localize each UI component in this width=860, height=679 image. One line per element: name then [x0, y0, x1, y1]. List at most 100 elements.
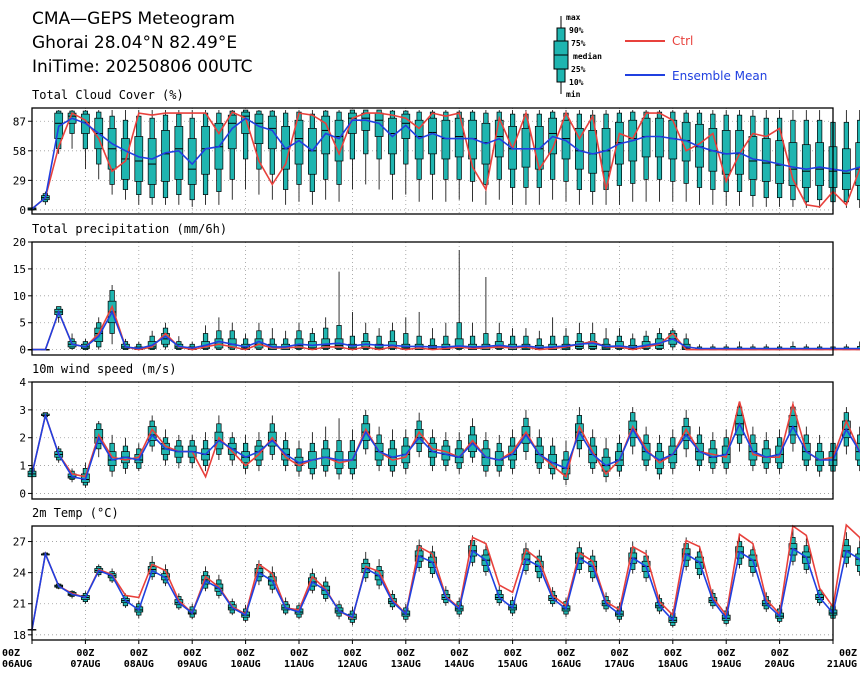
x-tick-label-date: 15AUG: [498, 659, 528, 670]
box-plot: [801, 110, 811, 208]
x-tick-label-date: 07AUG: [70, 659, 100, 670]
x-tick-label-time: 00Z: [450, 648, 468, 659]
box-plot: [121, 437, 130, 474]
box-plot: [494, 434, 504, 477]
x-tick-label-date: 09AUG: [177, 659, 207, 670]
y-tick-label: 1: [19, 460, 26, 473]
box-p25-p75: [601, 128, 611, 172]
x-tick-label-date: 17AUG: [604, 659, 634, 670]
y-tick-label: 15: [13, 263, 26, 276]
legend-box-icon: [553, 16, 569, 94]
panel-3: 10m wind speed (m/s) 0 1 2 3 4: [19, 362, 860, 500]
ctrl-line: [32, 304, 860, 351]
x-tick-label-date: 11AUG: [284, 659, 314, 670]
box-plot: [655, 328, 664, 350]
legend: max 90% 75% median 25% 10% min Ctrl Ense…: [553, 13, 767, 99]
box-plot: [107, 110, 117, 195]
legend-label-median: median: [573, 51, 602, 61]
x-tick-label-date: 10AUG: [231, 659, 261, 670]
box-plot: [414, 110, 424, 202]
box-plot: [735, 401, 744, 452]
y-tick-label: 58: [13, 145, 26, 158]
box-plot: [721, 110, 731, 206]
box-plot: [321, 426, 331, 477]
x-tick-label-date: 12AUG: [337, 659, 367, 670]
box-p25-p75: [374, 112, 384, 137]
y-tick-label: 0: [19, 344, 26, 357]
box-p25-p75: [454, 117, 464, 158]
box-plot: [748, 426, 758, 472]
box-plot: [775, 429, 784, 474]
box-plot: [227, 110, 237, 200]
ctrl-line: [31, 401, 860, 479]
x-tick-label-time: 00Z: [130, 648, 148, 659]
box-p25-p75: [428, 117, 437, 155]
box-plot: [281, 110, 290, 205]
box-plot: [308, 110, 317, 205]
legend-mean-label: Ensemble Mean: [672, 69, 767, 83]
x-tick-label-date: 21AUG: [827, 659, 857, 670]
box-plot: [655, 434, 664, 480]
box-plot: [308, 432, 317, 480]
box-plot: [454, 110, 464, 200]
box-plot: [628, 110, 638, 202]
box-plot: [815, 434, 825, 477]
box-plot: [775, 110, 784, 207]
box-plot: [241, 434, 250, 474]
box-p25-p75: [588, 130, 598, 174]
box-p10-p90: [456, 322, 462, 350]
box-plot: [655, 110, 664, 202]
legend-label-p75: 75%: [571, 39, 586, 48]
x-tick-label-time: 00Z: [839, 648, 857, 659]
box-plot: [588, 322, 598, 350]
box-plot: [574, 110, 584, 205]
box-plot: [361, 109, 371, 185]
box-plot: [454, 250, 464, 350]
box-plot: [334, 110, 344, 202]
box-p10-p90: [363, 109, 369, 155]
box-p25-p75: [334, 119, 344, 162]
box-plot: [294, 440, 304, 477]
box-plot: [855, 110, 860, 208]
y-tick-label: 3: [19, 404, 26, 417]
box-plot: [548, 110, 558, 200]
box-plot: [254, 110, 264, 195]
x-tick-label-date: 06AUG: [2, 659, 32, 670]
box-p25-p75: [201, 125, 210, 175]
init-time: IniTime: 20250806 00UTC: [32, 57, 253, 77]
box-plot: [187, 110, 197, 207]
x-tick-label-time: 00Z: [343, 648, 361, 659]
box-plot: [468, 110, 477, 202]
x-tick-label-date: 19AUG: [711, 659, 741, 670]
ctrl-line: [31, 110, 860, 210]
box-plot: [267, 110, 277, 200]
box-plot: [161, 110, 170, 205]
box-p25-p75: [267, 115, 277, 150]
chart-title: CMA—GEPS Meteogram: [32, 9, 235, 29]
panel-title: Total precipitation (mm/6h): [32, 222, 227, 236]
ensemble-mean-line: [31, 547, 860, 630]
panel-frame: [31, 381, 834, 500]
y-tick-label: 24: [13, 567, 27, 580]
ensemble-mean-line: [31, 117, 860, 210]
station-location: Ghorai 28.04°N 82.49°E: [32, 33, 237, 53]
x-tick-label-date: 08AUG: [124, 659, 154, 670]
box-p25-p75: [134, 136, 144, 182]
box-p10-p90: [243, 109, 249, 160]
box-p25-p75: [254, 113, 264, 145]
box-p25-p75: [441, 119, 451, 160]
box-plot: [214, 110, 224, 205]
box-plot: [548, 437, 558, 480]
ensemble-mean-line: [32, 309, 860, 351]
y-tick-label: 4: [19, 376, 26, 389]
x-tick-label-time: 00Z: [610, 648, 628, 659]
box-plot: [615, 110, 624, 205]
box-plot: [201, 110, 210, 205]
panel-title: 10m wind speed (m/s): [32, 362, 177, 376]
box-plot: [468, 322, 477, 350]
box-plot: [668, 110, 678, 202]
box-plot: [334, 271, 344, 350]
box-plot: [681, 110, 691, 202]
x-tick-label-time: 00Z: [397, 648, 415, 659]
